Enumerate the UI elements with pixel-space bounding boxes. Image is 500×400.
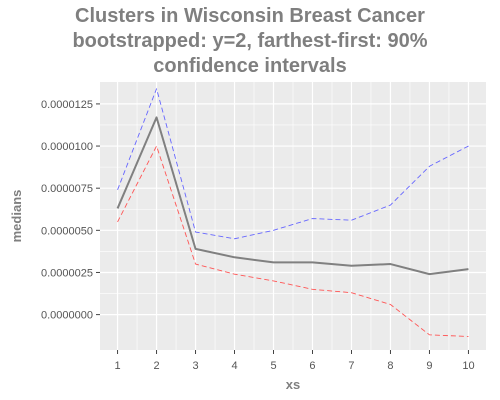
y-tick-label: 0.0000000 bbox=[41, 310, 93, 322]
chart-title-line-2: bootstrapped: y=2, farthest-first: 90% bbox=[72, 30, 428, 52]
x-tick-label: 3 bbox=[192, 360, 198, 372]
x-tick-label: 4 bbox=[231, 360, 237, 372]
y-tick-label: 0.0000050 bbox=[41, 225, 93, 237]
x-tick-label: 8 bbox=[387, 360, 393, 372]
series-line-upper bbox=[117, 88, 469, 240]
x-tick-label: 2 bbox=[153, 360, 159, 372]
x-tick-label: 7 bbox=[348, 360, 354, 372]
y-tick-label: 0.0000100 bbox=[41, 141, 93, 153]
x-tick-label: 6 bbox=[309, 360, 315, 372]
series-lines bbox=[116, 88, 469, 337]
y-axis-ticks: 0.0000000 0.0000025 0.0000050 0.0000075 0.00… bbox=[41, 99, 100, 322]
y-tick-label: 0.0000075 bbox=[41, 183, 93, 195]
series-line-median bbox=[116, 116, 469, 276]
x-tick-label: 10 bbox=[462, 360, 474, 372]
chart-title: Clusters in Wisconsin Breast Cancer boot… bbox=[0, 4, 500, 79]
x-axis-label: xs bbox=[286, 377, 300, 392]
x-axis-ticks: 1 2 3 4 5 6 7 8 9 10 bbox=[114, 350, 475, 372]
y-tick-label: 0.0000125 bbox=[41, 99, 93, 111]
chart-title-line-3: confidence intervals bbox=[153, 55, 347, 77]
x-tick-label: 1 bbox=[114, 360, 120, 372]
x-tick-label: 5 bbox=[270, 360, 276, 372]
grid bbox=[100, 82, 486, 350]
y-axis-label: medians bbox=[9, 190, 24, 243]
chart-title-line-1: Clusters in Wisconsin Breast Cancer bbox=[75, 5, 425, 27]
series-line-lower bbox=[117, 145, 469, 337]
y-tick-label: 0.0000025 bbox=[41, 267, 93, 279]
x-tick-label: 9 bbox=[426, 360, 432, 372]
